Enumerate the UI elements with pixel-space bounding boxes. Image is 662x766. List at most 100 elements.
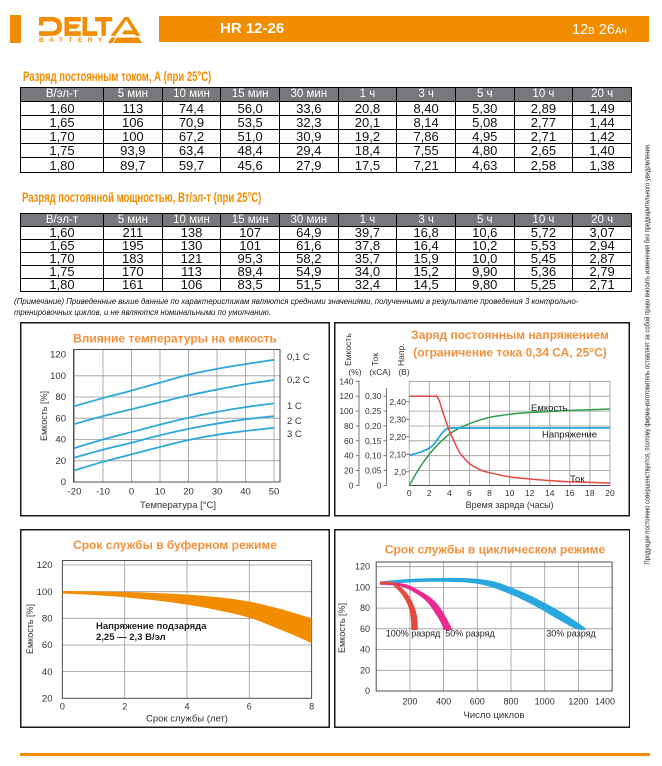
svg-text:20: 20 [344,466,354,476]
svg-text:0,30: 0,30 [364,391,381,401]
svg-text:120: 120 [50,350,66,361]
svg-text:2,20: 2,20 [389,432,406,442]
svg-text:12: 12 [524,488,534,498]
svg-text:Напр.: Напр. [396,343,406,366]
svg-text:20: 20 [605,488,615,498]
svg-text:30% разряд: 30% разряд [546,628,596,638]
svg-text:Срок службы в буферном режиме: Срок службы в буферном режиме [73,538,277,552]
svg-text:6: 6 [467,488,472,498]
svg-text:BATTERY: BATTERY [39,37,108,43]
svg-text:1 C: 1 C [287,401,302,412]
svg-text:Срок службы (лет): Срок службы (лет) [146,713,228,724]
svg-text:2: 2 [426,488,431,498]
svg-text:20: 20 [42,693,53,704]
svg-text:20: 20 [359,665,369,675]
svg-text:Срок службы в циклическом режи: Срок службы в циклическом режиме [384,542,605,556]
svg-text:50: 50 [269,487,280,498]
svg-text:(%): (%) [348,367,361,377]
svg-text:0,15: 0,15 [364,436,381,446]
svg-text:16: 16 [565,488,575,498]
svg-text:Ток: Ток [570,474,585,485]
svg-text:0: 0 [348,481,353,491]
svg-text:8: 8 [487,488,492,498]
svg-text:Емкость: Емкость [343,333,353,366]
svg-text:4: 4 [184,701,189,711]
svg-text:0,10: 0,10 [364,451,381,461]
svg-text:2,25 — 2,3 В/эл: 2,25 — 2,3 В/эл [96,632,166,643]
svg-text:120: 120 [37,560,53,571]
svg-text:2: 2 [122,701,127,711]
svg-text:Температура [°C]: Температура [°C] [140,500,216,511]
svg-text:60: 60 [55,414,66,425]
svg-text:Время заряда (часы): Время заряда (часы) [465,500,553,510]
svg-text:120: 120 [354,561,369,571]
svg-text:40: 40 [55,435,66,446]
svg-text:80: 80 [42,613,53,624]
svg-text:50% разряд: 50% разряд [445,628,495,638]
svg-text:Емкость [%]: Емкость [%] [337,602,347,652]
svg-text:(хСА): (хСА) [369,367,391,377]
svg-text:0: 0 [129,487,134,498]
svg-text:60: 60 [42,640,53,651]
svg-text:18: 18 [585,488,595,498]
svg-text:60: 60 [344,436,354,446]
svg-text:0,2 C: 0,2 C [287,375,310,386]
svg-text:3 C: 3 C [287,429,302,440]
svg-text:80: 80 [344,421,354,431]
svg-text:120: 120 [339,391,353,401]
svg-text:600: 600 [469,696,484,706]
svg-text:Ток: Ток [370,353,380,366]
svg-text:1200: 1200 [568,696,588,706]
svg-text:0: 0 [406,488,411,498]
svg-text:0: 0 [61,477,66,488]
svg-text:Число циклов: Число циклов [463,710,524,721]
svg-text:Напряжение подзаряда: Напряжение подзаряда [96,621,207,632]
svg-text:100: 100 [37,586,53,597]
svg-text:40: 40 [359,644,369,654]
svg-text:20: 20 [55,456,66,467]
svg-text:40: 40 [344,451,354,461]
svg-text:0,05: 0,05 [364,466,381,476]
svg-text:140: 140 [339,376,353,386]
svg-text:200: 200 [402,696,417,706]
svg-text:(В): (В) [398,367,410,377]
svg-text:0,25: 0,25 [364,406,381,416]
svg-text:20: 20 [183,487,194,498]
svg-text:1000: 1000 [534,696,554,706]
svg-text:(ограничение тока 0,34 СА, 25°: (ограничение тока 0,34 СА, 25°С) [413,346,607,360]
svg-text:Напряжение: Напряжение [542,430,597,441]
svg-text:40: 40 [240,487,251,498]
svg-text:10: 10 [504,488,514,498]
svg-text:40: 40 [42,666,53,677]
svg-text:2 C: 2 C [287,416,302,427]
svg-text:8: 8 [309,701,314,711]
svg-text:4: 4 [447,488,452,498]
svg-text:6: 6 [247,701,252,711]
svg-text:80: 80 [359,603,369,613]
svg-text:60: 60 [359,623,369,633]
svg-text:10: 10 [155,487,166,498]
svg-text:Емкость [%]: Емкость [%] [25,603,35,653]
svg-text:800: 800 [503,696,518,706]
svg-text:30: 30 [212,487,223,498]
svg-text:Заряд постоянным напряжением: Заряд постоянным напряжением [411,328,609,342]
svg-text:-20: -20 [68,487,82,498]
svg-text:Влияние температуры на емкость: Влияние температуры на емкость [73,332,277,346]
svg-text:14: 14 [545,488,555,498]
svg-text:100: 100 [339,406,353,416]
svg-text:Емкость [%]: Емкость [%] [39,391,49,441]
svg-text:0,1 C: 0,1 C [287,352,310,363]
svg-text:2,10: 2,10 [389,449,406,459]
svg-text:80: 80 [55,392,66,403]
svg-text:0: 0 [60,701,65,711]
svg-text:400: 400 [436,696,451,706]
svg-text:-10: -10 [96,487,110,498]
svg-text:100% разряд: 100% разряд [385,628,440,638]
svg-text:100: 100 [354,582,369,592]
svg-text:0: 0 [364,686,369,696]
svg-text:1400: 1400 [594,696,614,706]
svg-text:2,40: 2,40 [389,397,406,407]
svg-text:Емкость: Емкость [531,403,568,414]
svg-text:100: 100 [50,371,66,382]
svg-text:0,20: 0,20 [364,421,381,431]
